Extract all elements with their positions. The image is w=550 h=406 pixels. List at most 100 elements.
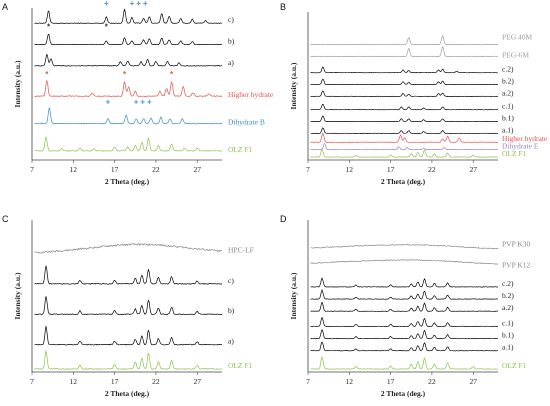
series-line-olz-f1 (310, 148, 499, 158)
peak-marker: + (147, 98, 152, 107)
panel-letter: D (280, 214, 287, 224)
x-tick-label: 22 (152, 377, 160, 386)
series-line-pvp-k12 (310, 259, 499, 265)
x-tick-label: 27 (193, 377, 201, 386)
series-line-a-1 (310, 341, 499, 352)
series-line-olz-f1 (34, 136, 223, 152)
x-tick-label: 22 (428, 377, 436, 386)
x-axis-title: 2 Theta (deg.) (381, 177, 426, 186)
peak-marker: + (143, 0, 148, 8)
series-line-a-2 (310, 90, 499, 97)
series-line-b-2 (310, 289, 498, 300)
series-line-c-1 (310, 317, 499, 327)
series-line-pvp-k30 (310, 243, 499, 250)
series-label-c-1: c.1) (502, 102, 514, 111)
x-tick-label: 12 (70, 377, 78, 386)
series-line-c (34, 265, 223, 285)
series-label-olz-f1: OLZ F1 (502, 149, 527, 158)
series-label-peg-6m: PEG-6M (502, 50, 529, 59)
x-tick-label: 12 (70, 165, 78, 174)
series-line-a-2 (310, 301, 499, 312)
peak-marker: * (47, 22, 51, 31)
series-label-olz-f1: OLZ F1 (228, 145, 253, 154)
x-tick-label: 22 (152, 165, 160, 174)
x-tick-label: 22 (428, 165, 436, 174)
series-label-b: b) (228, 36, 235, 45)
series-label-pvp-k12: PVP K12 (502, 261, 531, 270)
y-axis-title: Intensity (a.u.) (289, 62, 298, 109)
series-label-c-2: c.2) (502, 279, 514, 288)
series-line-a (34, 53, 223, 67)
panel-letter: A (2, 2, 8, 12)
series-label-hpc-lf: HPC-LF (228, 245, 254, 254)
x-tick-label: 7 (306, 165, 310, 174)
series-line-b (34, 296, 222, 316)
y-axis-title: Intensity (a.u.) (289, 272, 298, 319)
x-tick-label: 27 (469, 377, 477, 386)
panel-a: A 7 12 17 22 27 2 Theta (deg.) Intensity (a.u.)… (2, 0, 274, 186)
y-axis-title: Intensity (a.u.) (13, 60, 22, 107)
panel-c: C 7 12 17 22 27 2 Theta (deg.) Intensity (a.u.)… (2, 214, 254, 398)
peak-marker: + (104, 0, 109, 8)
series-line-c-2 (310, 66, 498, 74)
series-line-olz-f1 (34, 350, 223, 370)
series-line-dihydrate-b (34, 107, 223, 125)
series-line-higher-hydrate (34, 80, 223, 97)
series-label-c: c) (228, 276, 234, 285)
panel-letter: B (280, 2, 286, 12)
x-tick-label: 17 (387, 165, 395, 174)
x-tick-label: 12 (346, 377, 354, 386)
panel-letter: C (2, 214, 9, 224)
series-label-b: b) (228, 306, 235, 315)
series-label-a-1: a.1) (502, 343, 514, 352)
series-label-a: a) (228, 58, 234, 67)
x-axis-title: 2 Theta (deg.) (105, 177, 150, 186)
series-label-b-1: b.1) (502, 331, 514, 340)
series-label-higher-hydrate: Higher hydrate (502, 134, 548, 143)
peak-marker: * (170, 70, 174, 79)
series-label-a-2: a.2) (502, 303, 514, 312)
peak-marker: + (130, 0, 135, 8)
series-line-b (34, 33, 223, 46)
series-line-peg-40m (310, 35, 498, 46)
peak-marker: + (134, 98, 139, 107)
series-label-dihydrate-e: Dihydrate E (502, 142, 539, 151)
peak-marker: + (140, 98, 145, 107)
series-label-higher-hydrate: Higher hydrate (228, 90, 274, 99)
series-label-pvp-k30: PVP K30 (502, 239, 531, 248)
series-line-peg-6m (310, 46, 498, 57)
series-line-a-1 (310, 127, 499, 134)
series-label-c-1: c.1) (502, 318, 514, 327)
series-line-b-2 (310, 78, 499, 86)
series-label-a: a) (228, 337, 234, 346)
peak-marker: + (106, 98, 111, 107)
series-line-higher-hydrate (310, 132, 498, 143)
series-label-b-2: b.2) (502, 291, 514, 300)
series-line-olz-f1 (310, 356, 499, 370)
panel-d: D 7 12 17 22 27 2 Theta (deg.) Intensity (a.u.)… (280, 214, 531, 398)
series-label-olz-f1: OLZ F1 (502, 361, 527, 370)
series-label-a-1: a.1) (502, 125, 514, 134)
series-label-a-2: a.2) (502, 88, 514, 97)
series-label-b-2: b.2) (502, 77, 514, 86)
series-line-hpc-lf (34, 243, 223, 254)
peak-marker: + (136, 0, 141, 8)
series-line-c-1 (310, 103, 499, 111)
series-line-c-2 (310, 277, 499, 288)
series-line-dihydrate-e (310, 143, 499, 151)
peak-marker: * (123, 70, 127, 79)
series-label-b-1: b.1) (502, 114, 514, 123)
peak-marker: * (45, 70, 49, 79)
x-tick-label: 17 (111, 165, 119, 174)
series-line-a (34, 325, 223, 346)
series-line-c (34, 8, 222, 24)
x-tick-label: 7 (30, 377, 34, 386)
peak-marker: * (105, 22, 109, 31)
x-tick-label: 17 (387, 377, 395, 386)
series-label-olz-f1: OLZ F1 (228, 361, 253, 370)
series-label-c: c) (228, 15, 234, 24)
series-label-c-2: c.2) (502, 65, 514, 74)
x-axis-title: 2 Theta (deg.) (105, 389, 150, 398)
